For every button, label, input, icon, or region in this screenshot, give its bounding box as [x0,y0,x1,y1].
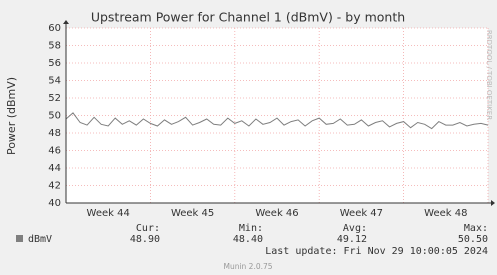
y-tick-label: 40 [48,198,61,209]
y-axis-arrow [63,20,69,24]
y-tick-label: 42 [48,181,61,192]
chart-title: Upstream Power for Channel 1 (dBmV) - by… [91,10,405,25]
legend-label: dBmV [28,234,52,245]
y-tick-label: 56 [48,58,61,69]
y-tick-label: 60 [48,23,61,34]
summary-value: 48.90 [130,234,160,245]
summary-label: Max: [464,223,488,234]
x-tick-label: Week 47 [340,208,383,219]
y-tick-label: 54 [48,76,61,87]
marks [65,112,489,130]
y-tick-label: 46 [48,146,61,157]
x-tick-label: Week 48 [424,208,467,219]
data-line [65,112,489,130]
y-tick-label: 50 [48,111,61,122]
x-tick-label: Week 45 [171,208,214,219]
version: Munin 2.0.75 [223,262,272,271]
summary-value: 49.12 [337,234,367,245]
summary-value: 50.50 [458,234,488,245]
y-tick-label: 52 [48,93,61,104]
summary-label: Avg: [343,223,367,234]
x-tick-label: Week 46 [255,208,298,219]
summary-value: 48.40 [233,234,263,245]
summary-label: Cur: [136,223,160,234]
y-tick-label: 48 [48,128,61,139]
y-tick-label: 44 [48,163,61,174]
y-axis-label: Power (dBmV) [5,77,18,155]
legend-swatch [16,235,23,242]
last-update: Last update: Fri Nov 29 10:00:05 2024 [265,246,488,257]
x-tick-label: Week 44 [87,208,130,219]
y-tick-label: 58 [48,41,61,52]
watermark: RRDTOOL / TOBI OETIKER [485,30,493,120]
summary-label: Min: [239,223,263,234]
x-axis-arrow [491,200,495,206]
